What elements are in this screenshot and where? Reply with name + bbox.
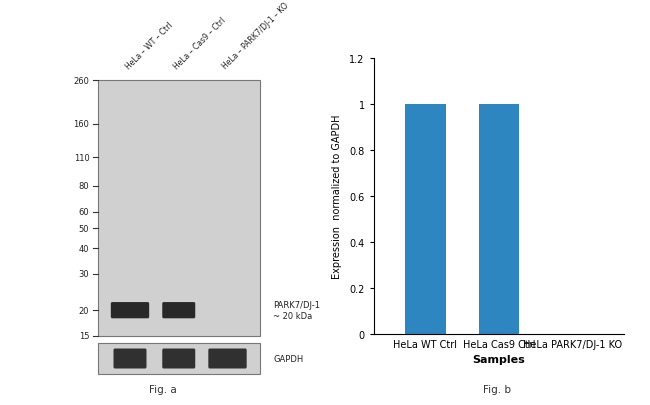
Text: 80: 80 — [79, 182, 89, 191]
Text: 50: 50 — [79, 224, 89, 233]
Text: HeLa – WT – Ctrl: HeLa – WT – Ctrl — [124, 20, 174, 71]
FancyBboxPatch shape — [208, 349, 246, 369]
Text: 160: 160 — [73, 120, 89, 129]
Text: 110: 110 — [73, 153, 89, 162]
Text: HeLa – PARK7/DJ-1 – KO: HeLa – PARK7/DJ-1 – KO — [221, 1, 291, 71]
Bar — [478, 104, 519, 334]
Text: Fig. b: Fig. b — [483, 384, 512, 394]
Bar — [98, 343, 260, 374]
Text: 30: 30 — [79, 270, 89, 279]
Text: 260: 260 — [73, 77, 89, 85]
FancyBboxPatch shape — [162, 349, 195, 369]
Bar — [405, 104, 445, 334]
Bar — [98, 81, 260, 336]
FancyBboxPatch shape — [114, 349, 146, 369]
Text: GAPDH: GAPDH — [273, 354, 304, 363]
Y-axis label: Expression  normalized to GAPDH: Expression normalized to GAPDH — [332, 114, 343, 279]
Text: 40: 40 — [79, 244, 89, 253]
FancyBboxPatch shape — [111, 302, 150, 318]
Text: HeLa – Cas9 – Ctrl: HeLa – Cas9 – Ctrl — [172, 15, 227, 71]
Text: 20: 20 — [79, 306, 89, 315]
Text: 15: 15 — [79, 332, 89, 341]
Text: PARK7/DJ-1
~ 20 kDa: PARK7/DJ-1 ~ 20 kDa — [273, 301, 320, 320]
X-axis label: Samples: Samples — [473, 354, 525, 364]
Text: Fig. a: Fig. a — [149, 384, 176, 394]
Text: 60: 60 — [79, 208, 89, 217]
FancyBboxPatch shape — [162, 302, 195, 318]
